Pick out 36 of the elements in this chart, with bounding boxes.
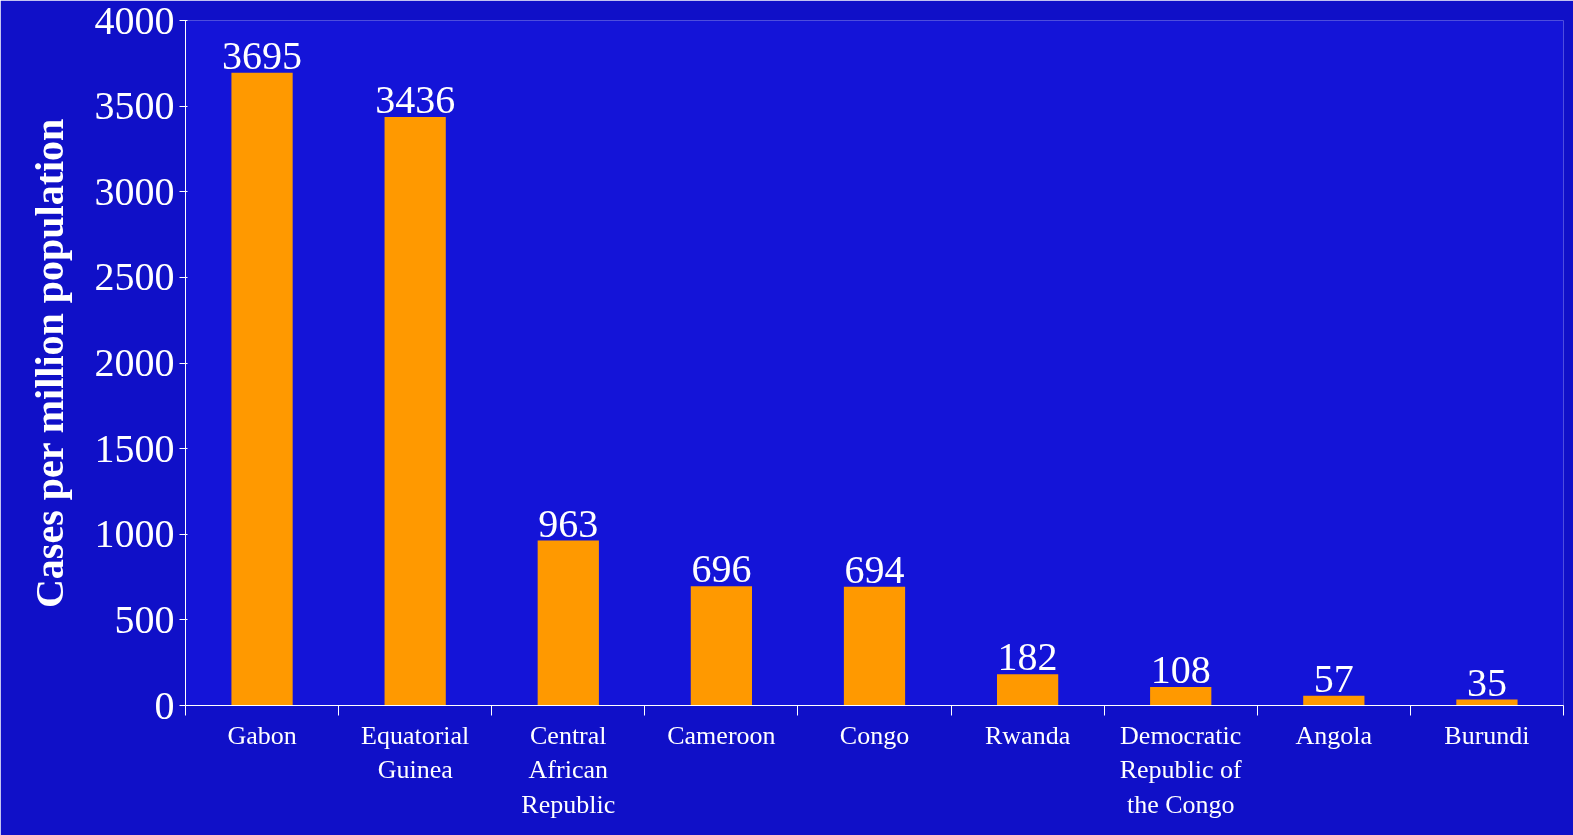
bar: [1303, 695, 1365, 706]
data-label: 3695: [222, 32, 303, 78]
y-tick-label: 3500: [94, 83, 175, 129]
data-label: 963: [538, 500, 599, 546]
x-tick-label: Rwanda: [985, 720, 1071, 750]
y-tick-label: 0: [154, 682, 175, 728]
y-tick-label: 3000: [94, 168, 175, 214]
x-tick-label: Gabon: [227, 720, 297, 750]
data-label: 694: [844, 546, 905, 592]
x-tick-label: Cameroon: [667, 720, 776, 750]
data-label: 57: [1313, 655, 1354, 701]
x-tick-label: Burundi: [1444, 720, 1530, 750]
bar: [996, 674, 1059, 706]
y-tick-label: 4000: [94, 0, 175, 43]
y-tick-label: 1000: [94, 511, 175, 557]
x-tick-label: Angola: [1295, 720, 1373, 750]
data-label: 108: [1150, 647, 1211, 693]
bar: [537, 540, 599, 706]
x-tick-label: Central African Republic: [521, 720, 616, 820]
y-axis-title: Cases per million population: [26, 118, 72, 609]
x-tick-label: Equatorial Guinea: [361, 720, 470, 785]
data-label: 3436: [375, 77, 456, 123]
data-label: 182: [997, 634, 1058, 680]
x-tick-label: Congo: [839, 720, 910, 750]
bar: [1150, 687, 1212, 706]
bar: [843, 586, 906, 706]
bar: [384, 117, 446, 706]
y-tick-label: 1500: [94, 425, 175, 471]
y-tick-label: 2500: [94, 254, 175, 300]
data-label: 35: [1466, 659, 1507, 705]
bar: [690, 586, 753, 706]
y-tick-label: 2000: [94, 340, 175, 385]
bar: [231, 72, 293, 706]
x-tick-label: Democratic Republic of the Congo: [1119, 720, 1243, 820]
y-tick-label: 500: [114, 596, 175, 642]
data-label: 696: [691, 546, 752, 592]
